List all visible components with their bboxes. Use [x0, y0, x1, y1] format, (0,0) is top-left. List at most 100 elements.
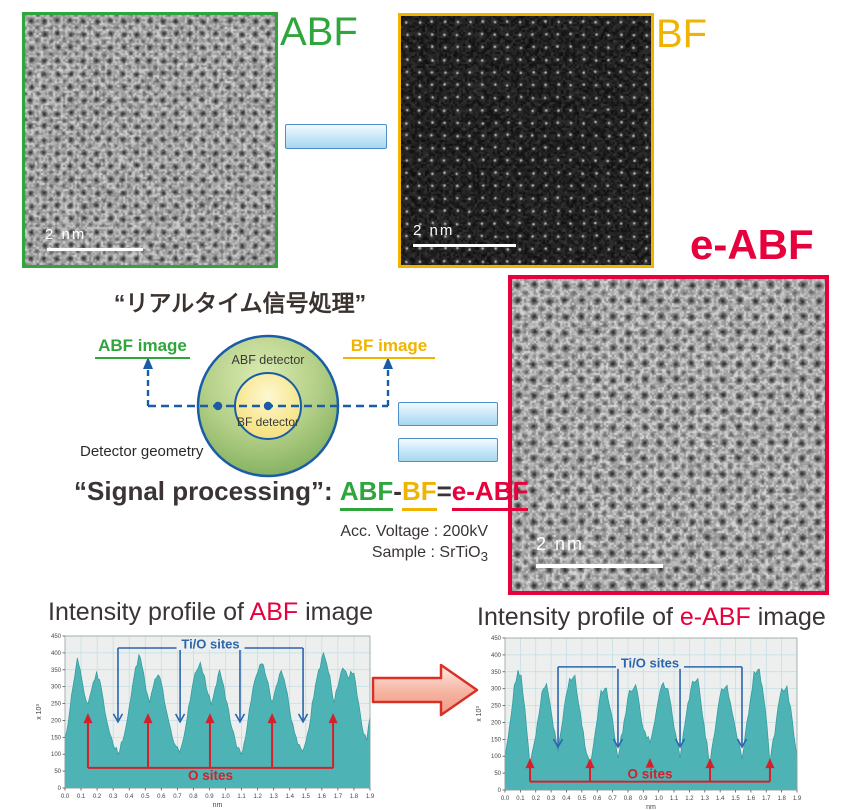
svg-text:1.8: 1.8	[777, 796, 786, 802]
svg-text:200: 200	[51, 718, 62, 724]
svg-text:Ti/O sites: Ti/O sites	[621, 655, 679, 670]
svg-text:0.3: 0.3	[109, 794, 118, 800]
svg-text:0.0: 0.0	[501, 796, 510, 802]
svg-text:350: 350	[51, 668, 62, 674]
bf-signal-arrowhead	[383, 357, 393, 369]
svg-text:1.1: 1.1	[237, 794, 246, 800]
svg-text:0.2: 0.2	[532, 796, 541, 802]
formula-term-eABF: e-ABF	[451, 476, 529, 511]
bf-sample-point-dot	[263, 401, 273, 411]
formula-term-ABF: ABF	[339, 476, 394, 511]
sample-text: Sample : SrTiO3	[371, 544, 488, 565]
acquisition-conditions: Acc. Voltage : 200kV Sample : SrTiO3	[270, 521, 488, 567]
svg-text:1.6: 1.6	[747, 796, 756, 802]
abf-image-label: ABF image	[95, 336, 190, 359]
abf-micrograph-panel: 2 nm	[22, 12, 278, 268]
eabf-micrograph-image	[512, 279, 825, 591]
eabf-scalebar-label: 2 nm	[536, 534, 585, 554]
svg-text:1.4: 1.4	[286, 794, 295, 800]
eabf-micrograph-panel: 2 nm	[508, 275, 829, 595]
svg-text:250: 250	[491, 704, 502, 710]
svg-text:0.5: 0.5	[141, 794, 150, 800]
svg-text:1.0: 1.0	[655, 796, 664, 802]
svg-text:400: 400	[51, 651, 62, 657]
svg-text:0.0: 0.0	[61, 794, 70, 800]
svg-text:1.4: 1.4	[716, 796, 725, 802]
svg-text:100: 100	[491, 754, 502, 760]
svg-text:0.2: 0.2	[93, 794, 102, 800]
svg-text:450: 450	[491, 636, 502, 642]
svg-text:1.7: 1.7	[762, 796, 771, 802]
svg-text:250: 250	[51, 702, 62, 708]
svg-text:450: 450	[51, 634, 62, 640]
realtime-processing-title: “リアルタイム信号処理”	[113, 290, 367, 316]
svg-text:100: 100	[51, 752, 62, 758]
abf-scalebar	[47, 248, 143, 251]
svg-text:1.3: 1.3	[701, 796, 710, 802]
abf-sample-point-dot	[213, 401, 223, 411]
bf-scalebar-label: 2 nm	[413, 222, 455, 239]
abf-signal-arrowhead	[143, 357, 153, 369]
svg-text:1.9: 1.9	[366, 794, 375, 800]
svg-text:400: 400	[491, 653, 502, 659]
formula-term-: -	[393, 476, 402, 506]
bf-micrograph-image	[401, 16, 651, 265]
eabf-scalebar	[536, 564, 663, 568]
svg-text:1.5: 1.5	[731, 796, 740, 802]
svg-text:O sites: O sites	[627, 767, 672, 782]
transform-arrow	[371, 663, 479, 717]
svg-text:nm: nm	[213, 802, 223, 809]
bf-scalebar	[413, 244, 516, 247]
svg-text:0.1: 0.1	[77, 794, 86, 800]
svg-text:0.7: 0.7	[173, 794, 182, 800]
signal-processing-formula: “Signal processing”: ABF-BF=e-ABF	[74, 476, 529, 511]
bf-detector-label: BF detector	[237, 415, 299, 429]
svg-text:0.9: 0.9	[205, 794, 214, 800]
svg-text:1.6: 1.6	[318, 794, 327, 800]
svg-text:1.2: 1.2	[253, 794, 262, 800]
bf-micrograph-panel: 2 nm	[398, 13, 654, 268]
acc-voltage-text: Acc. Voltage : 200kV	[340, 523, 488, 540]
svg-text:0.7: 0.7	[608, 796, 617, 802]
svg-text:0.1: 0.1	[516, 796, 525, 802]
abf-scalebar-label: 2 nm	[45, 226, 87, 243]
right-chart-title: Intensity profile of e-ABF image	[477, 603, 826, 631]
abf-to-bf-connector-bar	[285, 124, 387, 149]
svg-text:50: 50	[54, 769, 61, 775]
svg-text:O sites: O sites	[188, 768, 233, 783]
equals-bar-top	[398, 402, 498, 426]
svg-text:300: 300	[491, 687, 502, 693]
equals-bar-bottom	[398, 438, 498, 462]
abf-micrograph-image	[25, 15, 275, 265]
detector-geometry-diagram: ABF detector BF detector	[143, 334, 393, 478]
svg-text:1.9: 1.9	[793, 796, 802, 802]
eabf-panel-label: e-ABF	[690, 221, 814, 268]
svg-text:0: 0	[58, 786, 62, 792]
svg-text:1.8: 1.8	[350, 794, 359, 800]
svg-text:Ti/O sites: Ti/O sites	[181, 637, 239, 652]
svg-text:x 10³: x 10³	[476, 706, 483, 722]
formula-term-BF: BF	[401, 476, 437, 511]
svg-text:150: 150	[51, 735, 62, 741]
abf-detector-label: ABF detector	[232, 353, 305, 367]
svg-text:1.3: 1.3	[270, 794, 279, 800]
svg-text:0.8: 0.8	[624, 796, 633, 802]
svg-text:1.5: 1.5	[302, 794, 311, 800]
svg-text:x 10³: x 10³	[36, 704, 43, 720]
abf-panel-label: ABF	[280, 10, 358, 54]
formula-term-: =	[436, 476, 452, 506]
left-chart-title: Intensity profile of ABF image	[48, 598, 374, 626]
detector-geometry-label: Detector geometry	[80, 443, 204, 460]
svg-text:1.1: 1.1	[670, 796, 679, 802]
svg-text:300: 300	[51, 685, 62, 691]
formula-expression: ABF-BF=e-ABF	[339, 476, 529, 511]
svg-text:1.7: 1.7	[334, 794, 343, 800]
eabf-intensity-profile-chart: 0 50 100 150 200 250 300 350 400 450 0.0 0.1 0.2 0.3 0…	[460, 630, 810, 810]
svg-text:0.6: 0.6	[157, 794, 166, 800]
svg-text:0: 0	[498, 788, 502, 794]
svg-text:0.8: 0.8	[189, 794, 198, 800]
abf-intensity-profile-chart: 0 50 100 150 200 250 300 350 400 450 0.0 0.1 0.2 0.3 0…	[30, 630, 380, 810]
svg-text:nm: nm	[646, 804, 656, 810]
svg-text:200: 200	[491, 720, 502, 726]
